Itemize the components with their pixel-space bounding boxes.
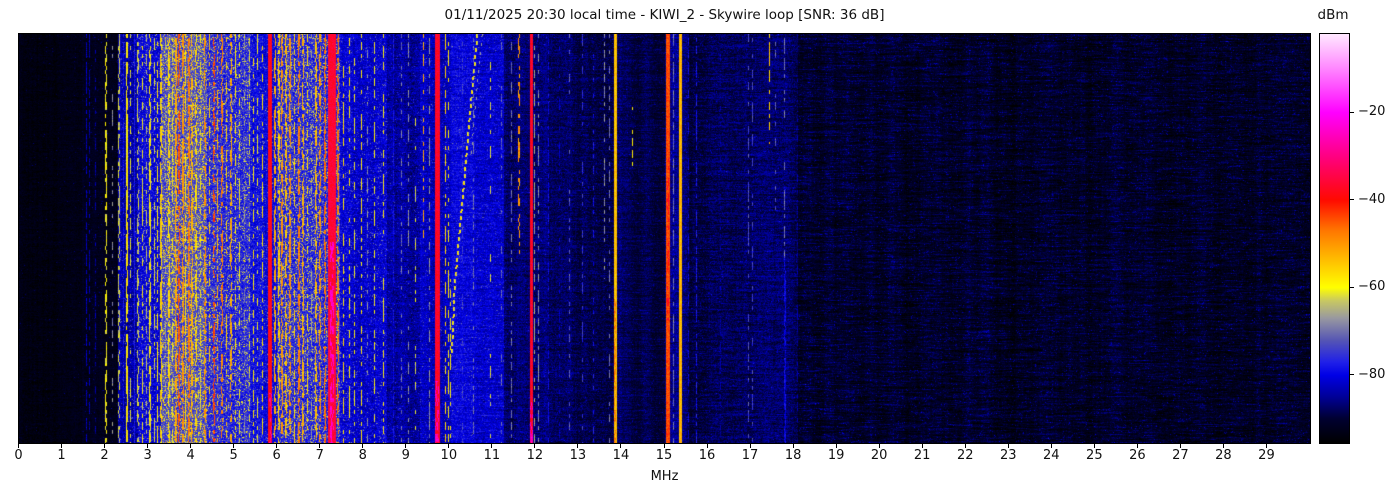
x-tick-mark xyxy=(362,444,364,448)
x-tick-mark xyxy=(491,444,493,448)
x-tick-mark xyxy=(319,444,321,448)
colorbar-tick-mark xyxy=(1350,111,1354,113)
colorbar-tick-mark xyxy=(1350,286,1354,288)
x-tick-label: 2 xyxy=(100,448,109,463)
x-tick-label: 9 xyxy=(401,448,410,463)
x-tick-label: 22 xyxy=(956,448,974,463)
colorbar xyxy=(1319,33,1350,444)
x-tick-label: 14 xyxy=(612,448,630,463)
x-tick-label: 11 xyxy=(483,448,501,463)
x-tick-mark xyxy=(1179,444,1181,448)
x-tick-label: 3 xyxy=(143,448,152,463)
x-tick-mark xyxy=(749,444,751,448)
colorbar-tick-label: −60 xyxy=(1358,279,1386,295)
x-tick-label: 6 xyxy=(272,448,281,463)
x-tick-label: 0 xyxy=(14,448,23,463)
x-tick-mark xyxy=(448,444,450,448)
colorbar-tick-label: −20 xyxy=(1358,104,1386,120)
x-tick-mark xyxy=(190,444,192,448)
spectrogram-canvas xyxy=(19,34,1310,443)
x-tick-label: 15 xyxy=(655,448,673,463)
x-tick-mark xyxy=(276,444,278,448)
x-tick-label: 18 xyxy=(784,448,802,463)
x-tick-label: 23 xyxy=(999,448,1017,463)
chart-title: 01/11/2025 20:30 local time - KIWI_2 - S… xyxy=(444,7,885,23)
x-tick-mark xyxy=(1093,444,1095,448)
x-axis-label: MHz xyxy=(650,469,679,484)
x-tick-label: 28 xyxy=(1215,448,1232,463)
colorbar-tick-label: −40 xyxy=(1358,191,1386,207)
x-tick-label: 13 xyxy=(569,448,587,463)
x-tick-mark xyxy=(792,444,794,448)
x-tick-mark xyxy=(878,444,880,448)
x-tick-label: 19 xyxy=(827,448,845,463)
x-tick-mark xyxy=(620,444,622,448)
x-tick-mark xyxy=(663,444,665,448)
x-tick-label: 27 xyxy=(1172,448,1189,463)
x-tick-label: 8 xyxy=(358,448,367,463)
x-tick-mark xyxy=(233,444,235,448)
x-tick-mark xyxy=(18,444,19,448)
x-tick-label: 12 xyxy=(526,448,544,463)
x-tick-label: 17 xyxy=(741,448,759,463)
x-tick-mark xyxy=(577,444,579,448)
x-tick-mark xyxy=(1007,444,1009,448)
x-tick-mark xyxy=(835,444,837,448)
colorbar-gradient xyxy=(1320,34,1349,443)
x-tick-mark xyxy=(706,444,708,448)
x-tick-mark xyxy=(964,444,966,448)
colorbar-tick-mark xyxy=(1350,374,1354,376)
x-tick-label: 5 xyxy=(229,448,238,463)
x-tick-label: 1 xyxy=(57,448,66,463)
x-tick-label: 20 xyxy=(870,448,888,463)
x-tick-mark xyxy=(104,444,106,448)
x-tick-label: 26 xyxy=(1129,448,1146,463)
x-tick-mark xyxy=(147,444,149,448)
x-tick-label: 21 xyxy=(913,448,931,463)
x-tick-mark xyxy=(921,444,923,448)
colorbar-unit-label: dBm xyxy=(1317,7,1349,23)
x-tick-mark xyxy=(1222,444,1224,448)
x-tick-label: 16 xyxy=(698,448,716,463)
x-tick-label: 24 xyxy=(1043,448,1060,463)
x-tick-mark xyxy=(1136,444,1138,448)
x-tick-label: 29 xyxy=(1258,448,1275,463)
x-tick-mark xyxy=(405,444,407,448)
x-tick-label: 10 xyxy=(440,448,458,463)
x-tick-mark xyxy=(1050,444,1052,448)
x-tick-label: 4 xyxy=(186,448,195,463)
x-tick-label: 7 xyxy=(315,448,324,463)
spectrogram-plot-area xyxy=(18,33,1311,444)
x-tick-mark xyxy=(534,444,536,448)
colorbar-tick-label: −80 xyxy=(1358,366,1386,382)
x-tick-mark xyxy=(1265,444,1267,448)
colorbar-tick-mark xyxy=(1350,199,1354,201)
x-tick-mark xyxy=(61,444,63,448)
x-tick-label: 25 xyxy=(1086,448,1103,463)
